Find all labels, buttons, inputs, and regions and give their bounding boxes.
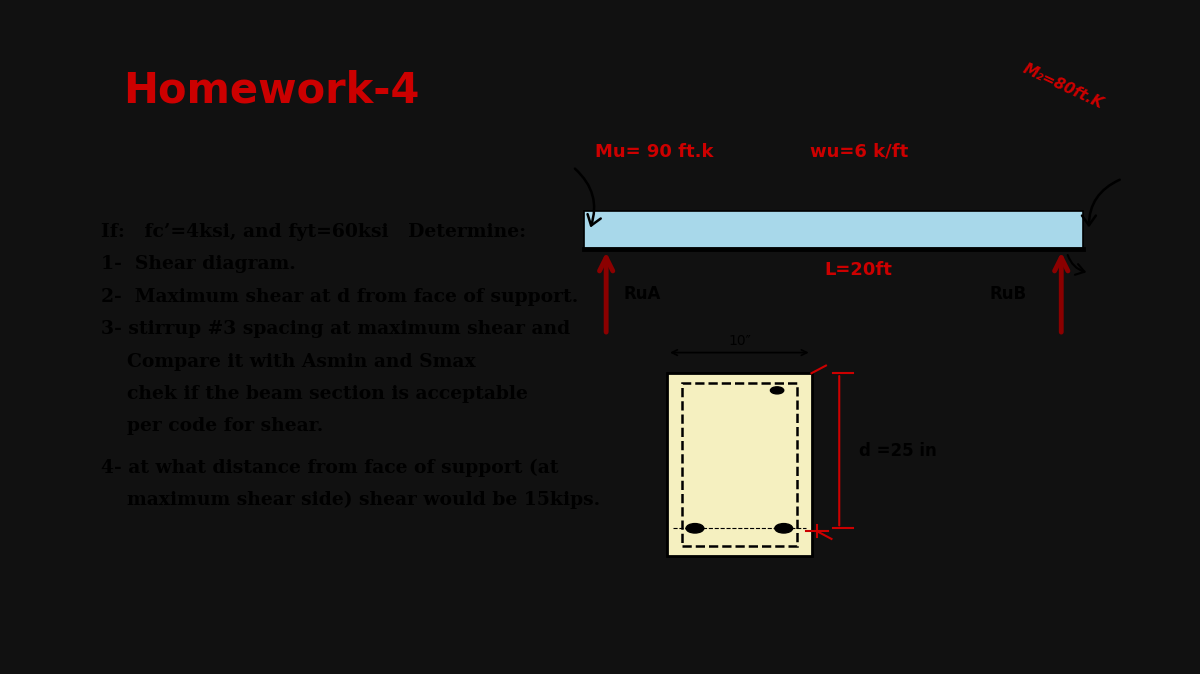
FancyArrowPatch shape — [1082, 180, 1120, 225]
Text: 2-  Maximum shear at d from face of support.: 2- Maximum shear at d from face of suppo… — [101, 288, 578, 306]
FancyArrowPatch shape — [575, 168, 601, 226]
Text: 10″: 10″ — [728, 334, 751, 348]
Text: RuA: RuA — [624, 284, 661, 303]
Text: maximum shear side) shear would be 15kips.: maximum shear side) shear would be 15kip… — [101, 491, 600, 510]
Text: 3- stirrup #3 spacing at maximum shear and: 3- stirrup #3 spacing at maximum shear a… — [101, 320, 570, 338]
Text: Mu= 90 ft.k: Mu= 90 ft.k — [595, 143, 714, 161]
Text: wu=6 k/ft: wu=6 k/ft — [810, 143, 908, 161]
Text: d =25 in: d =25 in — [859, 441, 937, 460]
Circle shape — [770, 387, 784, 394]
FancyBboxPatch shape — [584, 211, 1084, 249]
Text: Compare it with Asmin and Smax: Compare it with Asmin and Smax — [101, 353, 475, 371]
Text: RuB: RuB — [989, 284, 1026, 303]
Text: M₂=80ft.K: M₂=80ft.K — [1020, 61, 1105, 111]
Text: per code for shear.: per code for shear. — [101, 417, 323, 435]
Text: If:   fc’=4ksi, and fyt=60ksi   Determine:: If: fc’=4ksi, and fyt=60ksi Determine: — [101, 223, 527, 241]
FancyArrowPatch shape — [1068, 255, 1085, 275]
Text: 1-  Shear diagram.: 1- Shear diagram. — [101, 255, 296, 273]
FancyBboxPatch shape — [667, 373, 811, 556]
Circle shape — [775, 524, 793, 533]
Text: chek if the beam section is acceptable: chek if the beam section is acceptable — [101, 385, 528, 403]
Text: 4- at what distance from face of support (at: 4- at what distance from face of support… — [101, 459, 559, 477]
Circle shape — [686, 524, 704, 533]
Text: Homework-4: Homework-4 — [124, 69, 420, 111]
Text: L=20ft: L=20ft — [824, 261, 893, 279]
